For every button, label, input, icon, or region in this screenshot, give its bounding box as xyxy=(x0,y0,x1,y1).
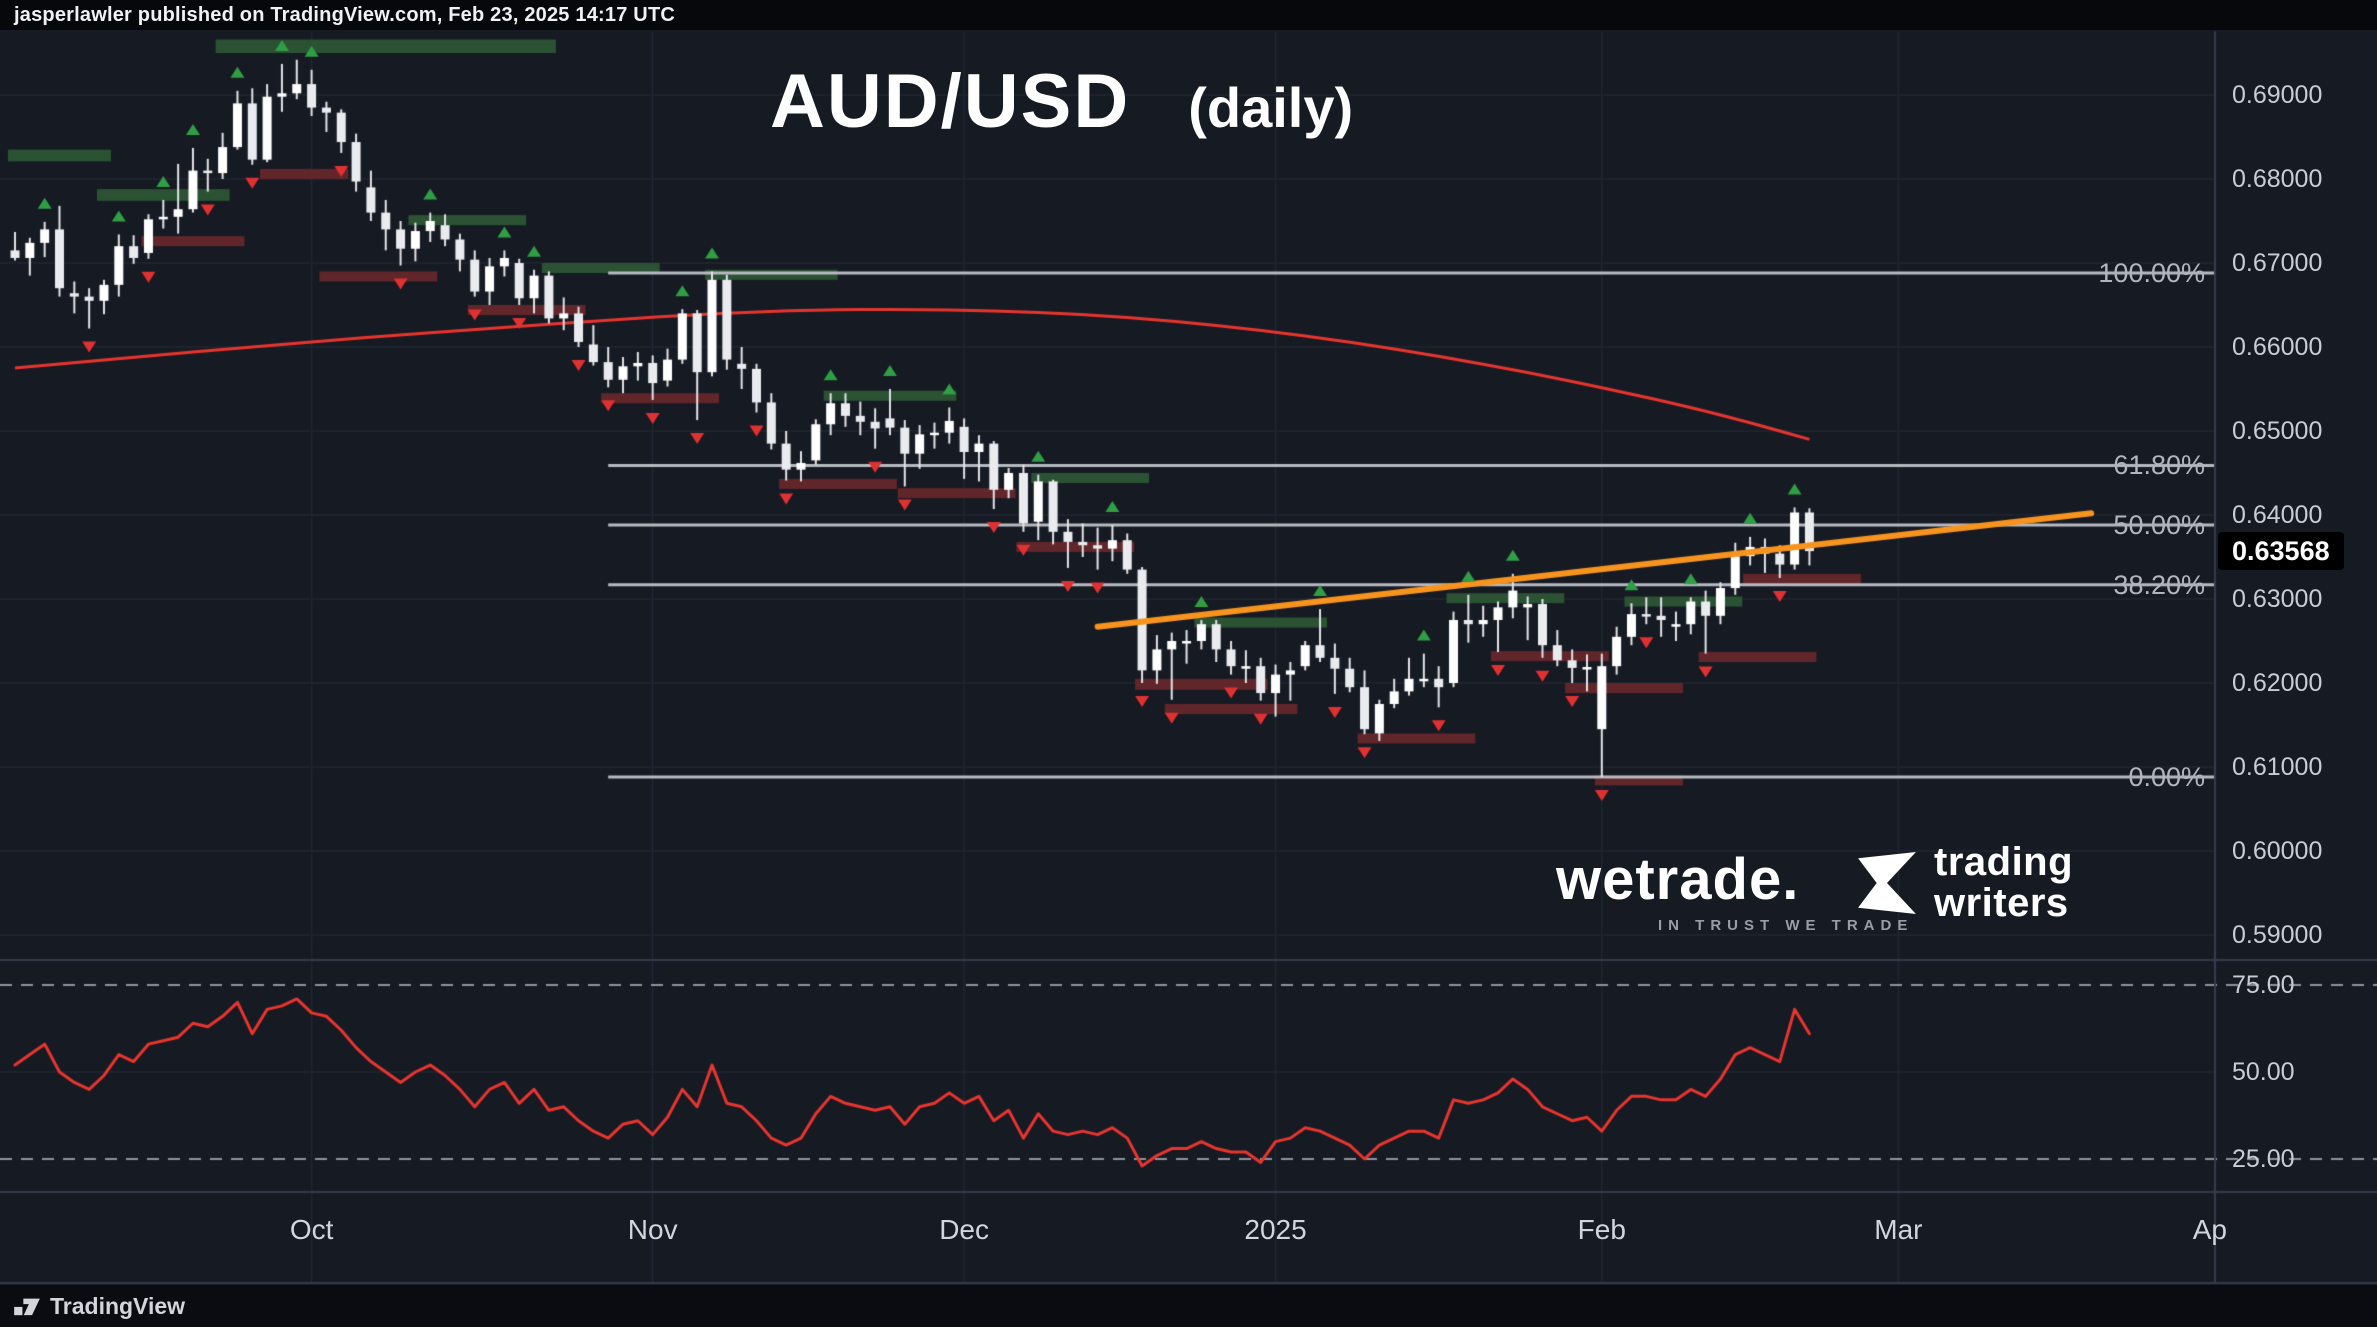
tradingview-logo-icon xyxy=(14,1298,40,1316)
footer-bar: TradingView xyxy=(0,1285,2377,1327)
attribution-bar: jasperlawler published on TradingView.co… xyxy=(0,0,2377,30)
last-price-tag: 0.63568 xyxy=(2218,532,2344,571)
last-price-value: 0.63568 xyxy=(2232,536,2330,567)
tradingview-brand: TradingView xyxy=(50,1292,186,1319)
attribution-text: jasperlawler published on TradingView.co… xyxy=(14,3,675,26)
